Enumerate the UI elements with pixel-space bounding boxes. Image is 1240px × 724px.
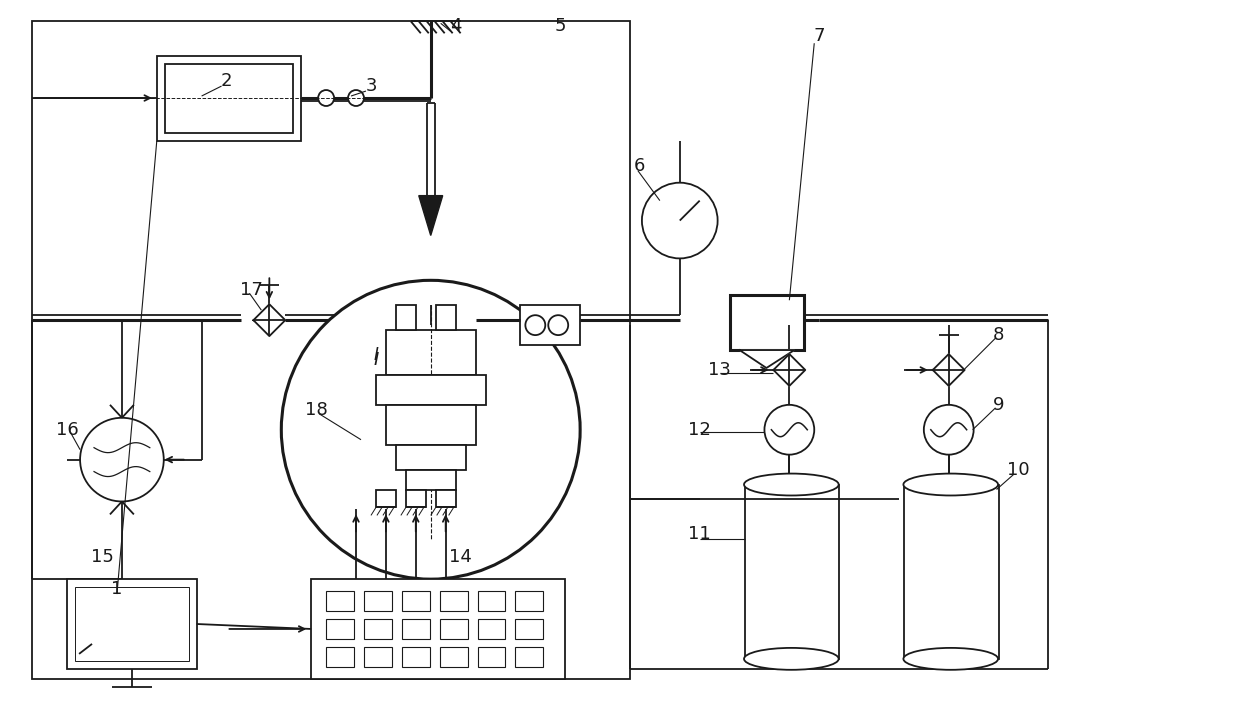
Bar [376, 375, 486, 405]
Ellipse shape [744, 473, 838, 495]
Bar [904, 484, 998, 659]
Circle shape [81, 418, 164, 502]
Bar [311, 579, 565, 679]
Bar [405, 489, 425, 508]
Text: 15: 15 [91, 548, 113, 566]
Text: 4: 4 [450, 17, 461, 35]
Bar [435, 489, 455, 508]
Bar [326, 647, 355, 667]
Bar [32, 21, 630, 679]
Bar [326, 591, 355, 611]
Text: I: I [373, 351, 378, 369]
Polygon shape [774, 354, 805, 386]
Bar [326, 619, 355, 639]
Bar [156, 56, 301, 141]
Text: 1: 1 [112, 580, 123, 598]
Bar [516, 619, 543, 639]
Text: 2: 2 [221, 72, 232, 90]
Bar [521, 306, 580, 345]
Circle shape [281, 280, 580, 579]
Bar [405, 470, 455, 489]
Text: 17: 17 [241, 282, 263, 299]
Text: 13: 13 [708, 361, 732, 379]
Ellipse shape [744, 648, 838, 670]
Bar [386, 405, 476, 445]
Bar [165, 64, 293, 133]
Circle shape [924, 405, 973, 455]
Text: 11: 11 [688, 526, 711, 543]
Circle shape [642, 182, 718, 258]
Bar [477, 647, 506, 667]
Bar [744, 484, 839, 659]
Bar [365, 591, 392, 611]
Text: 5: 5 [554, 17, 565, 35]
Circle shape [526, 315, 546, 335]
Bar [440, 591, 467, 611]
Text: I: I [373, 346, 378, 364]
Text: 10: 10 [1007, 460, 1029, 479]
Bar [440, 647, 467, 667]
Text: 12: 12 [688, 421, 711, 439]
Bar [516, 647, 543, 667]
Polygon shape [932, 354, 965, 386]
Ellipse shape [904, 473, 998, 495]
Bar [376, 489, 396, 508]
Bar [435, 306, 455, 330]
Circle shape [348, 90, 365, 106]
Bar [402, 619, 430, 639]
Bar [396, 445, 465, 470]
Circle shape [764, 405, 815, 455]
Bar [365, 619, 392, 639]
Bar [477, 619, 506, 639]
Polygon shape [419, 195, 443, 235]
Text: 9: 9 [993, 396, 1004, 414]
Text: 18: 18 [305, 401, 327, 418]
Polygon shape [739, 350, 795, 368]
Bar [516, 591, 543, 611]
Bar [396, 306, 415, 330]
Text: 3: 3 [366, 77, 377, 95]
Bar [402, 647, 430, 667]
Bar [440, 619, 467, 639]
Bar [402, 591, 430, 611]
Bar [365, 647, 392, 667]
Bar [386, 330, 476, 375]
Bar [76, 587, 188, 661]
Circle shape [548, 315, 568, 335]
Polygon shape [253, 304, 285, 336]
Text: 8: 8 [993, 326, 1004, 344]
Circle shape [319, 90, 334, 106]
Ellipse shape [904, 648, 998, 670]
Bar [67, 579, 197, 669]
Text: 16: 16 [56, 421, 78, 439]
Bar [729, 295, 805, 350]
Text: 7: 7 [813, 28, 825, 46]
Text: 14: 14 [449, 548, 472, 566]
Text: 6: 6 [634, 157, 646, 174]
Bar [477, 591, 506, 611]
